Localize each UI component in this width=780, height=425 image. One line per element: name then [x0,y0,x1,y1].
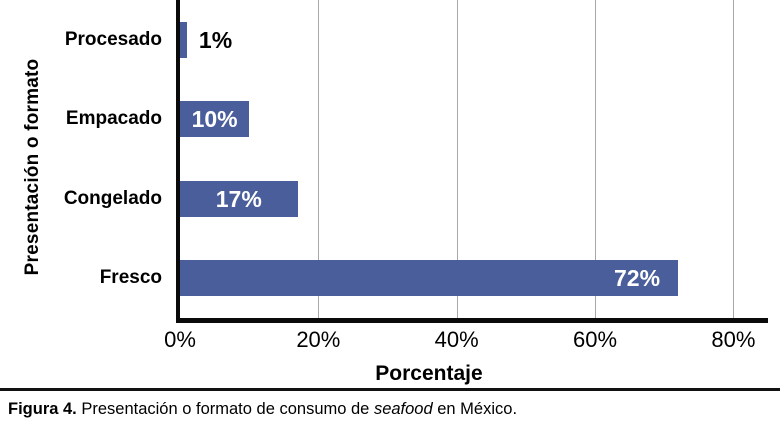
gridline [595,0,597,318]
category-labels: Procesado Empacado Congelado Fresco [0,0,162,318]
bar-fresco: 72% [180,260,679,297]
plot-area: 1% 10% 17% 72% [176,0,768,323]
x-tick-label: 60% [573,327,618,352]
gridline [733,0,735,318]
x-tick-label: 0% [164,327,196,352]
caption-divider [0,388,780,391]
x-axis-title: Porcentaje [375,362,483,385]
category-label-congelado: Congelado [63,187,162,209]
gridline [456,0,458,318]
x-tick-label: 20% [296,327,341,352]
gridline [318,0,320,318]
value-label: 72% [614,265,661,292]
value-label: 17% [215,185,262,212]
category-label-procesado: Procesado [64,28,162,50]
bar-procesado: 1% [180,21,232,58]
category-label-empacado: Empacado [65,108,162,130]
caption-figure-label: Figura 4. [8,400,77,418]
caption-text: Presentación o formato de consumo de [76,400,374,418]
figure-caption: Figura 4. Presentación o formato de cons… [8,399,517,420]
caption-text-after: en México. [432,400,518,418]
caption-italic-term: seafood [373,400,433,418]
x-tick-label: 80% [711,327,756,352]
value-label: 1% [198,26,233,53]
x-tick-label: 40% [434,327,479,352]
bar-congelado: 17% [180,180,298,217]
x-axis-ticks: 0% 20% 40% 60% 80% [164,327,768,353]
bar-empacado: 10% [180,101,250,138]
category-label-fresco: Fresco [99,267,162,289]
value-label: 10% [191,106,238,133]
